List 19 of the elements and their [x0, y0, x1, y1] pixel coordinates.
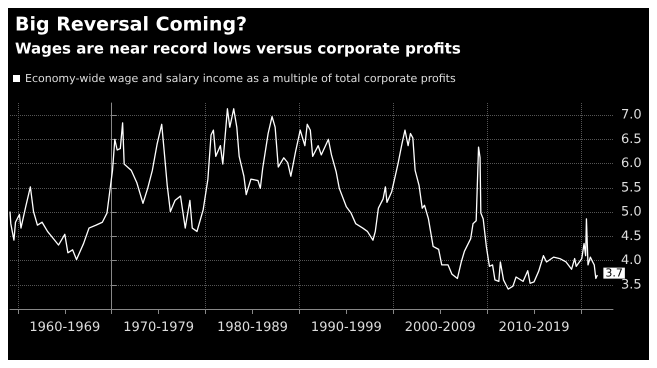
x-tick-label: 2010-2019 [498, 320, 570, 335]
y-tick-label: 6.0 [621, 156, 642, 172]
x-tick-label: 1980-1989 [217, 320, 288, 335]
chart-title: Big Reversal Coming? [15, 14, 248, 36]
y-tick-label: 5.5 [621, 180, 642, 196]
y-tick-label: 4.5 [621, 228, 642, 244]
legend-label: Economy-wide wage and salary income as a multiple of total corporate profits [25, 72, 456, 85]
y-tick-label: 6.5 [621, 132, 642, 147]
y-tick-label: 3.5 [621, 277, 642, 292]
chart-subtitle: Wages are near record lows versus corporate profits [15, 40, 461, 58]
x-tick-label: 2000-2009 [404, 320, 476, 335]
x-tick-label: 1960-1969 [29, 320, 100, 335]
y-tick-label: 5.0 [621, 204, 642, 220]
x-tick-label: 1970-1979 [123, 320, 194, 335]
x-tick-label: 1990-1999 [310, 320, 382, 335]
line-series [9, 108, 598, 290]
y-tick-label: 4.0 [621, 253, 642, 268]
annotation: 3.7 [605, 266, 623, 280]
y-tick-label: 7.0 [621, 108, 642, 123]
